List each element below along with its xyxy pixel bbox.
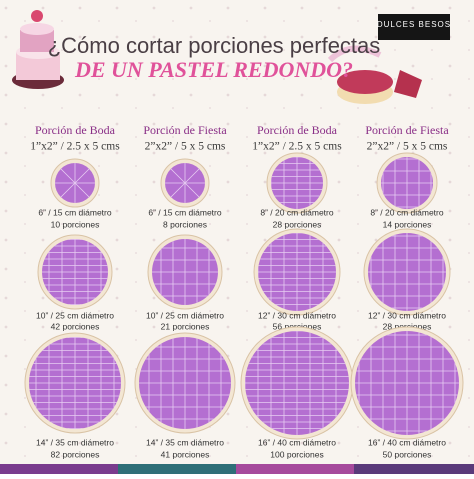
column-name: Porción de Boda: [35, 123, 116, 137]
brand: DULCES BESOS: [377, 20, 451, 29]
cake-diagram: [147, 234, 223, 310]
title-line-2: DE UN PASTEL REDONDO?: [74, 57, 353, 82]
column-size: 1”x2” / 2.5 x 5 cms: [252, 141, 342, 153]
diameter-label: 16” / 40 cm diámetro: [368, 437, 446, 447]
cake-diagram: [350, 326, 464, 440]
cut-line: [74, 182, 90, 198]
cake-diagram: [363, 228, 451, 316]
diameter-label: 14” / 35 cm diámetro: [36, 437, 114, 447]
diameter-label: 16” / 40 cm diámetro: [258, 437, 336, 447]
cut-lines: [152, 239, 218, 305]
cake-diagram: [240, 326, 354, 440]
cake-diagram: [37, 234, 113, 310]
pie-illustration: [327, 45, 422, 104]
cut-lines: [29, 337, 121, 429]
column-size: 1”x2” / 2.5 x 5 cms: [30, 141, 120, 153]
cut-lines: [139, 337, 231, 429]
cut-lines: [355, 331, 459, 435]
cut-line: [184, 168, 200, 184]
portions-label: 10 porciones: [51, 219, 100, 229]
cut-lines: [165, 163, 205, 203]
diameter-label: 6” / 15 cm diámetro: [148, 207, 221, 217]
portions-label: 21 porciones: [161, 321, 210, 331]
cake-diagram: [50, 158, 100, 208]
cut-line: [184, 182, 200, 198]
bottom-stripe: [0, 464, 474, 474]
column-name: Porción de Boda: [257, 123, 338, 137]
cut-line: [74, 168, 90, 184]
cut-line: [60, 168, 76, 184]
diameter-label: 10” / 25 cm diámetro: [146, 310, 224, 320]
diameter-label: 10” / 25 cm diámetro: [36, 310, 114, 320]
cut-line: [170, 182, 186, 198]
diameter-label: 8” / 20 cm diámetro: [260, 207, 333, 217]
portions-label: 82 porciones: [51, 449, 100, 459]
portions-label: 41 porciones: [161, 449, 210, 459]
diameter-label: 8” / 20 cm diámetro: [370, 207, 443, 217]
cut-lines: [55, 163, 95, 203]
cake-diagram: [24, 332, 126, 434]
portions-label: 8 porciones: [163, 219, 207, 229]
portions-label: 42 porciones: [51, 321, 100, 331]
diameter-label: 14” / 35 cm diámetro: [146, 437, 224, 447]
column-size: 2”x2” / 5 x 5 cms: [145, 141, 226, 153]
diameter-label: 12” / 30 cm diámetro: [258, 310, 336, 320]
portions-label: 56 porciones: [273, 321, 322, 331]
column-name: Porción de Fiesta: [365, 123, 449, 137]
cake-diagram: [266, 152, 328, 214]
cake-diagram: [134, 332, 236, 434]
portions-label: 50 porciones: [383, 449, 432, 459]
column-name: Porción de Fiesta: [143, 123, 227, 137]
portions-label: 14 porciones: [383, 219, 432, 229]
cake-diagram: [376, 152, 438, 214]
cut-line: [170, 168, 186, 184]
portions-label: 28 porciones: [273, 219, 322, 229]
cake-diagram: [160, 158, 210, 208]
cake-diagram: [253, 228, 341, 316]
brand-box: [378, 14, 450, 40]
diameter-label: 12” / 30 cm diámetro: [368, 310, 446, 320]
portions-label: 100 porciones: [270, 449, 323, 459]
cake-illustration: [12, 10, 64, 89]
title-line-1: ¿Cómo cortar porciones perfectas: [48, 33, 381, 58]
portions-label: 28 porciones: [383, 321, 432, 331]
diameter-label: 6” / 15 cm diámetro: [38, 207, 111, 217]
column-size: 2”x2” / 5 x 5 cms: [367, 141, 448, 153]
cut-line: [60, 182, 76, 198]
